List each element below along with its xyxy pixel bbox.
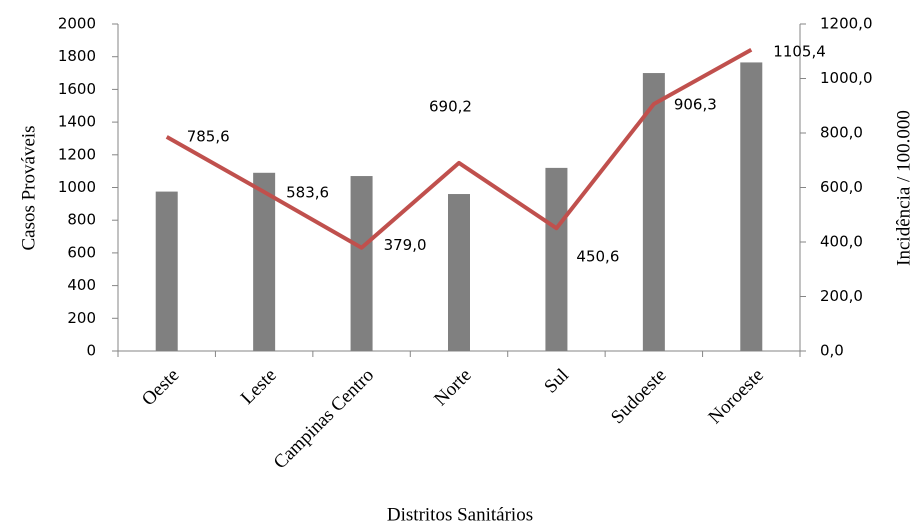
data-label: 690,2 [429,97,472,115]
y-tick-label: 1200 [58,145,96,163]
x-tick-label: Campinas Centro [270,365,379,474]
data-label: 450,6 [576,248,619,266]
y-tick-label: 1800 [58,47,96,65]
line [165,48,753,250]
y2-axis-title: Incidência / 100.000 [893,110,914,266]
y-tick-label: 1600 [58,80,96,98]
y-tick-label: 1000 [58,178,96,196]
x-tick-label: Sudoeste [607,365,670,428]
data-label: 583,6 [286,183,329,201]
y2-tick-label: 1000,0 [820,69,873,87]
x-tick-label: Norte [430,365,475,410]
data-label: 785,6 [187,127,230,145]
y2-tick-label: 200,0 [820,287,863,305]
y-tick-label: 0 [86,342,96,360]
y-tick-label: 1400 [58,113,96,131]
bar [448,194,470,351]
y2-tick-label: 400,0 [820,233,863,251]
data-label: 379,0 [384,236,427,254]
y2-tick-label: 600,0 [820,178,863,196]
bar [545,167,568,351]
bar [350,176,373,351]
y2-tick-label: 0,0 [820,342,844,360]
y-tick-label: 800 [67,211,96,229]
x-tick-label: Oeste [138,365,183,410]
y2-tick-label: 800,0 [820,124,863,142]
y-tick-label: 400 [67,276,96,294]
bar [155,191,178,351]
x-tick-label: Leste [237,365,281,409]
y-axis-title: Casos Prováveis [18,125,39,250]
y2-tick-label: 1200,0 [820,15,873,33]
data-label: 906,3 [674,96,717,114]
bar [740,62,763,352]
y-tick-label: 600 [67,243,96,261]
bar [253,172,276,351]
x-tick-label: Sul [540,365,573,398]
y-tick-label: 2000 [58,15,96,33]
data-label: 1105,4 [773,42,826,60]
x-tick-label: Noroeste [705,365,768,428]
bar [642,73,665,352]
y-tick-label: 200 [67,309,96,327]
x-axis-title: Distritos Sanitários [387,504,533,525]
